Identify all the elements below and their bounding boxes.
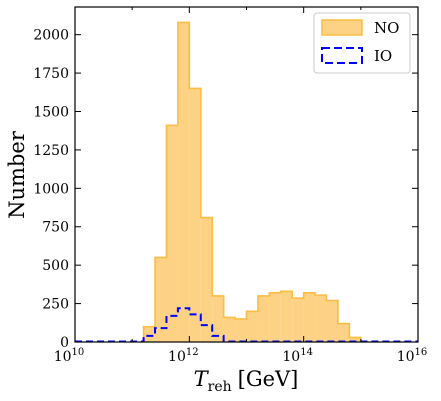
y-tick-label: 1500 bbox=[33, 104, 69, 120]
y-tick-label: 1750 bbox=[33, 66, 69, 82]
series-no-outline bbox=[142, 21, 362, 342]
axis-ticks: 0 250 500 750 1000 1250 1500 1750 2000 1010 1012 10… bbox=[33, 7, 427, 365]
y-tick-label: 500 bbox=[42, 258, 69, 274]
y-tick-label: 1250 bbox=[33, 143, 69, 159]
legend: NO IO bbox=[313, 12, 411, 74]
x-axis-label: Treh [GeV] bbox=[194, 367, 299, 395]
bar-no bbox=[235, 318, 247, 342]
y-tick-label: 750 bbox=[42, 220, 69, 236]
x-tick-label: 1016 bbox=[397, 347, 428, 365]
y-tick-label: 0 bbox=[60, 335, 69, 351]
bar-no bbox=[269, 292, 281, 342]
bar-no bbox=[292, 298, 304, 342]
bar-no bbox=[337, 323, 350, 342]
y-tick-label: 1000 bbox=[33, 181, 69, 197]
legend-swatch-io bbox=[321, 47, 363, 64]
legend-swatch-no bbox=[321, 19, 363, 36]
y-axis-label: Number bbox=[5, 130, 29, 219]
bar-no bbox=[212, 295, 224, 342]
bar-no bbox=[143, 326, 156, 342]
bar-no bbox=[246, 311, 258, 342]
legend-label-no: NO bbox=[374, 19, 399, 37]
bar-no bbox=[280, 291, 293, 342]
bar-no bbox=[303, 292, 316, 342]
histogram-bars bbox=[75, 21, 418, 343]
y-tick-label: 2000 bbox=[33, 28, 69, 44]
bar-no bbox=[349, 337, 361, 342]
legend-label-io: IO bbox=[374, 47, 392, 65]
y-tick-label: 250 bbox=[42, 297, 69, 313]
bar-no bbox=[257, 295, 270, 342]
bar-no bbox=[155, 257, 167, 342]
bar-no bbox=[200, 217, 213, 342]
bar-no bbox=[315, 295, 327, 342]
x-tick-label: 1012 bbox=[168, 347, 199, 365]
bar-no bbox=[166, 125, 178, 343]
x-tick-label: 1014 bbox=[282, 347, 313, 365]
bar-no bbox=[223, 317, 236, 342]
bar-no bbox=[189, 88, 201, 343]
x-axis-label-main: T bbox=[194, 367, 210, 391]
bar-no bbox=[177, 22, 190, 342]
series-io-line bbox=[75, 307, 418, 343]
x-tick-label: 1010 bbox=[54, 347, 85, 365]
x-axis-label-sub: reh bbox=[208, 379, 232, 395]
bar-no bbox=[326, 300, 338, 342]
x-axis-label-unit: [GeV] bbox=[238, 367, 299, 391]
